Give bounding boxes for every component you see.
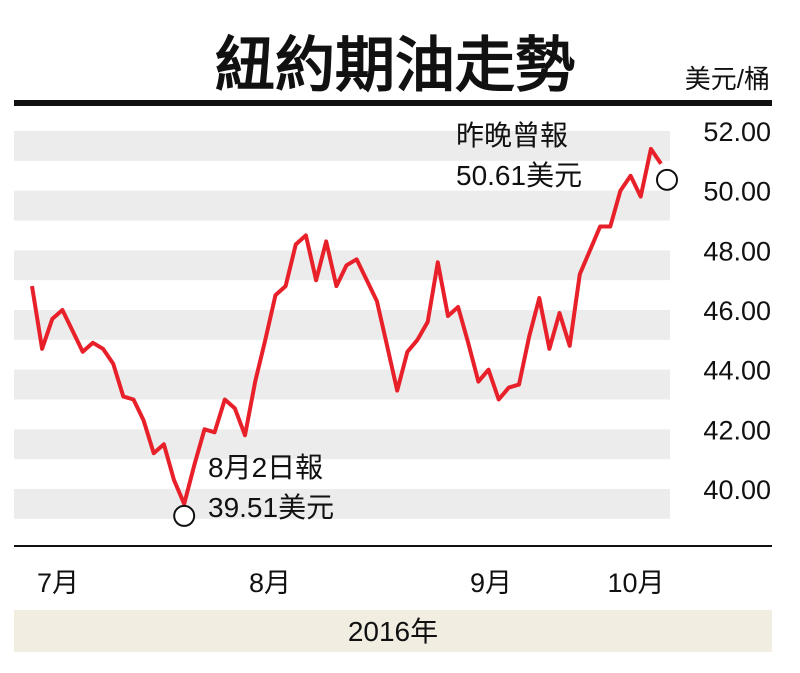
low-annotation-line1: 8月2日報 [208,452,323,483]
x-tick-label: 7月 [37,568,79,598]
y-tick-label: 44.00 [703,356,771,386]
grid-band [14,429,670,460]
x-axis-month-labels: 7月 8月 9月 10月 [37,568,665,598]
y-tick-label: 42.00 [703,415,771,445]
y-tick-label: 40.00 [703,475,771,505]
x-axis-year-label: 2016年 [348,616,438,647]
y-axis-unit-label: 美元/桶 [685,64,770,94]
high-annotation-line2: 50.61美元 [456,160,582,191]
x-tick-label: 10月 [607,568,664,598]
chart-title: 紐約期油走勢 [215,33,575,99]
low-point-marker [173,504,196,527]
series-line-oil-price [30,146,663,506]
y-tick-label: 46.00 [703,296,771,326]
x-tick-label: 8月 [249,568,291,598]
high-point-marker [656,168,678,191]
title-rule [14,100,772,106]
high-annotation-line1: 昨晚曾報 [456,120,568,151]
grid-band [14,190,670,221]
grid-band [14,489,670,519]
y-tick-label: 52.00 [703,117,771,147]
grid-band [14,131,670,161]
y-axis-tick-labels: 40.00 42.00 44.00 46.00 48.00 50.00 52.00 [703,117,771,505]
y-tick-label: 50.00 [703,177,771,207]
x-tick-label: 9月 [470,568,512,598]
low-annotation-line2: 39.51美元 [208,492,334,523]
y-tick-label: 48.00 [703,236,771,266]
year-band [14,610,772,652]
grid-band [14,369,670,400]
